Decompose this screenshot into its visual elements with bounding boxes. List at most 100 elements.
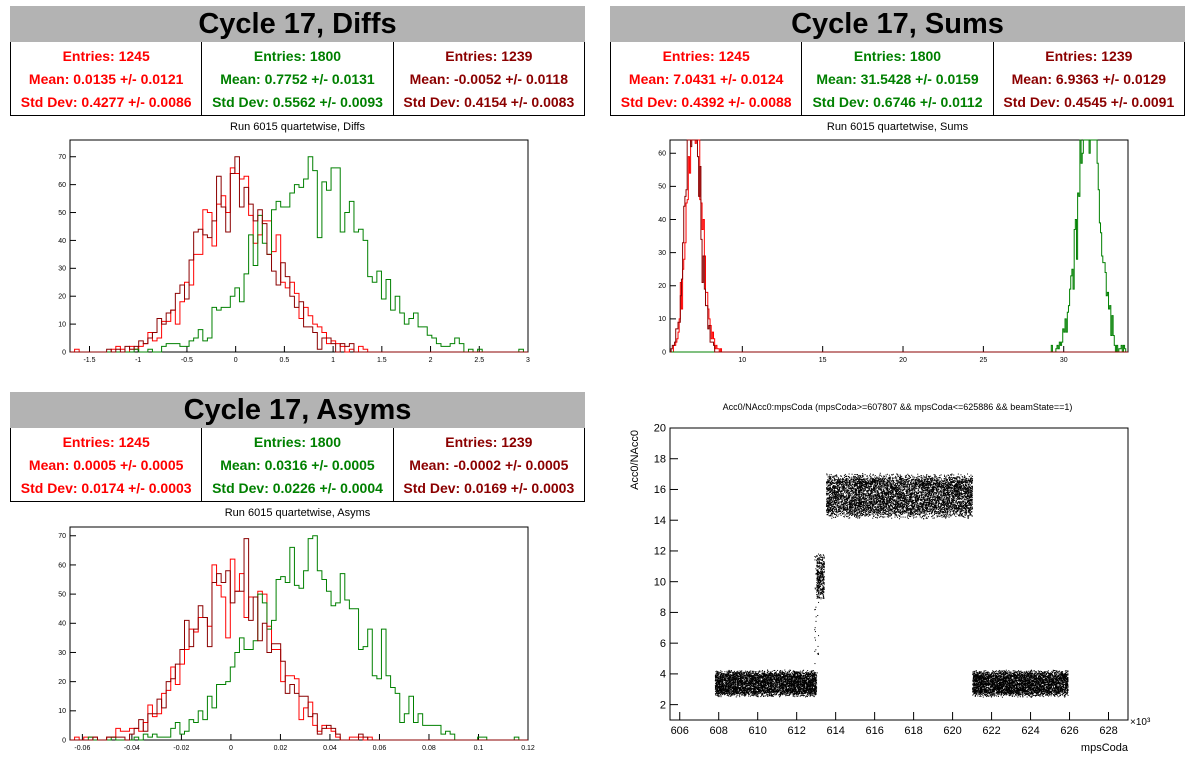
scatter-point <box>788 670 790 672</box>
scatter-point <box>767 677 769 679</box>
scatter-point <box>808 693 810 695</box>
scatter-point <box>719 679 721 681</box>
scatter-point <box>764 683 766 685</box>
scatter-point <box>740 685 742 687</box>
scatter-point <box>747 674 749 676</box>
scatter-point <box>721 678 723 680</box>
stat-std: Std Dev: 0.4392 +/- 0.0088 <box>620 93 792 110</box>
scatter-point <box>796 676 798 678</box>
scatter-point <box>729 687 731 689</box>
scatter-point <box>794 691 796 693</box>
diffs-series-2 <box>70 156 528 353</box>
scatter-point <box>743 672 745 674</box>
scatter-point <box>790 678 792 680</box>
scatter-point <box>786 677 788 679</box>
scatter-point <box>815 672 817 674</box>
scatter-point <box>795 683 797 685</box>
scatter-point <box>793 684 795 686</box>
asyms-stat-green: Entries: 1800 Mean: 0.0316 +/- 0.0005 St… <box>201 428 392 501</box>
scatter-point <box>795 677 797 679</box>
scatter-point <box>800 688 802 690</box>
scatter-point <box>790 680 792 682</box>
scatter-point <box>738 677 740 679</box>
scatter-point <box>800 680 802 682</box>
scatter-point <box>716 673 718 675</box>
scatter-point <box>727 683 729 685</box>
scatter-point <box>799 674 801 676</box>
scatter-point <box>803 679 805 681</box>
x-tick-label: 610 <box>749 725 767 737</box>
scatter-point <box>770 683 772 685</box>
scatter-point <box>716 692 718 694</box>
scatter-point <box>732 672 734 674</box>
scatter-point <box>744 684 746 686</box>
scatter-point <box>805 687 807 689</box>
scatter-point <box>731 686 733 688</box>
scatter-point <box>763 686 765 688</box>
scatter-point <box>803 673 805 675</box>
scatter-point <box>811 690 813 692</box>
scatter-point <box>808 684 810 686</box>
scatter-point <box>722 686 724 688</box>
scatter-point <box>775 685 777 687</box>
scatter-point <box>778 689 780 691</box>
scatter-point <box>768 694 770 696</box>
scatter-point <box>717 679 719 681</box>
scatter-point <box>755 683 757 685</box>
diffs-stat-darkred: Entries: 1239 Mean: -0.0052 +/- 0.0118 S… <box>392 42 584 115</box>
scatter-point <box>729 670 731 672</box>
scatter-point <box>760 683 762 685</box>
scatter-point <box>816 675 818 677</box>
scatter-point <box>807 675 809 677</box>
scatter-point <box>715 691 717 693</box>
scatter-point <box>777 681 779 683</box>
scatter-point <box>726 677 728 679</box>
scatter-point <box>747 678 749 680</box>
scatter-point <box>774 675 776 677</box>
scatter-point <box>764 687 766 689</box>
scatter-point <box>780 693 782 695</box>
scatter-point <box>766 680 768 682</box>
y-tick-label: 0 <box>662 349 666 356</box>
scatter-point <box>768 675 770 677</box>
scatter-point <box>758 675 760 677</box>
scatter-point <box>768 677 770 679</box>
scatter-point <box>776 690 778 692</box>
scatter-point <box>784 672 786 674</box>
scatter-point <box>746 673 748 675</box>
scatter-point <box>777 688 779 690</box>
scatter-point <box>786 693 788 695</box>
scatter-point <box>747 683 749 685</box>
scatter-point <box>730 695 732 697</box>
scatter-point <box>753 684 755 686</box>
scatter-point <box>821 567 823 569</box>
scatter-point <box>723 693 725 695</box>
scatter-point <box>811 677 813 679</box>
scatter-point <box>721 672 723 674</box>
scatter-point <box>760 686 762 688</box>
scatter-point <box>752 691 754 693</box>
scatter-point <box>797 682 799 684</box>
scatter-point <box>741 676 743 678</box>
scatter-point <box>750 679 752 681</box>
scatter-point <box>772 680 774 682</box>
scatter-point <box>758 673 760 675</box>
y-tick-label: 50 <box>658 184 666 191</box>
scatter-point <box>756 692 758 694</box>
scatter-point <box>758 677 760 679</box>
scatter-point <box>727 672 729 674</box>
scatter-point <box>716 689 718 691</box>
scatter-point <box>794 696 796 698</box>
scatter-point <box>764 690 766 692</box>
scatter-point <box>731 687 733 689</box>
scatter-point <box>782 671 784 673</box>
scatter-point <box>720 676 722 678</box>
scatter-point <box>754 675 756 677</box>
scatter-point <box>718 676 720 678</box>
scatter-point <box>751 676 753 678</box>
scatter-point <box>802 689 804 691</box>
scatter-point <box>789 683 791 685</box>
scatter-point <box>784 675 786 677</box>
scatter-point <box>717 686 719 688</box>
scatter-point <box>816 688 818 690</box>
